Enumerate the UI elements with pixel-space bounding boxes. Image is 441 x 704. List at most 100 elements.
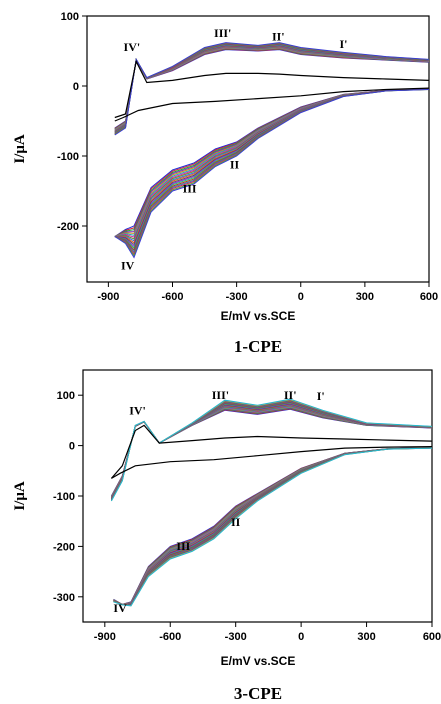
x-tick-label: 0 xyxy=(298,631,304,643)
cv-cycle-cathodic xyxy=(113,447,432,606)
cv-cycle-anodic xyxy=(114,43,429,135)
x-tick-label: -600 xyxy=(161,291,183,303)
x-tick-label: 300 xyxy=(356,291,374,303)
cv-cycle-anodic xyxy=(114,42,429,135)
peak-label: IV xyxy=(113,601,127,615)
cv-cycle-anodic xyxy=(110,403,432,499)
y-tick-label: 0 xyxy=(69,441,75,453)
cv-cycle-cathodic xyxy=(113,447,432,607)
cv-cycle-anodic xyxy=(114,48,429,130)
plot-frame xyxy=(86,15,430,283)
y-tick-label: -100 xyxy=(53,491,75,503)
chart-3-cpe: -900 -600 -300 0 300 600 100 0 -100 -200 -300 IV'… xyxy=(12,369,441,703)
x-axis: -900 -600 -300 0 300 600 xyxy=(94,622,441,643)
y-tick-label: 100 xyxy=(61,11,79,23)
cv-cycle-cathodic xyxy=(114,88,429,252)
cv-first-cycle xyxy=(110,424,432,479)
cv-cycle-anodic xyxy=(110,408,432,497)
peak-label: IV xyxy=(121,258,135,272)
cv-cycle-anodic xyxy=(110,406,432,498)
cv-cycle-anodic xyxy=(110,407,432,497)
cv-cycle-cathodic xyxy=(113,447,432,607)
cv-cycle-cathodic xyxy=(114,88,429,237)
x-tick-label: 600 xyxy=(423,631,441,643)
cv-cycle-cathodic xyxy=(113,447,432,606)
cv-cycle-cathodic xyxy=(113,447,432,605)
cv-cycle-anodic xyxy=(110,404,432,499)
cv-cycle-cathodic xyxy=(113,447,432,606)
x-tick-label: 600 xyxy=(420,291,438,303)
peak-label: III xyxy=(176,539,190,553)
cv-cycle-anodic xyxy=(110,408,432,497)
cv-cycle-cathodic xyxy=(114,89,429,259)
y-tick-label: -100 xyxy=(57,151,79,163)
y-tick-label: -300 xyxy=(53,592,75,604)
x-tick-label: -900 xyxy=(94,631,116,643)
peak-label: III' xyxy=(212,388,229,402)
x-tick-label: 300 xyxy=(357,631,375,643)
chart-caption: 3-CPE xyxy=(234,684,282,703)
cv-cycle-cathodic xyxy=(114,88,429,238)
cv-cycle-cathodic xyxy=(113,447,432,606)
y-tick-label: -200 xyxy=(53,541,75,553)
cv-cycle-cathodic xyxy=(114,88,429,237)
cv-cycle-cathodic xyxy=(114,88,429,250)
x-tick-label: 0 xyxy=(298,291,304,303)
y-axis-title: I/μA xyxy=(12,481,28,511)
x-tick-label: -600 xyxy=(159,631,181,643)
cv-cycle-cathodic xyxy=(114,88,429,242)
cv-cycle-cathodic xyxy=(114,88,429,240)
cv-cycle-cathodic xyxy=(113,447,432,606)
x-axis: -900 -600 -300 0 300 600 xyxy=(97,282,438,303)
peak-label: II xyxy=(230,158,240,172)
peak-label: I' xyxy=(317,389,325,403)
cv-cycle-cathodic xyxy=(113,447,432,606)
cv-first-cycle xyxy=(114,87,429,122)
cv-cycle-anodic xyxy=(110,405,432,499)
cv-cycle-anodic xyxy=(110,402,432,500)
cv-cycle-anodic xyxy=(114,48,429,129)
cv-cycle-cathodic xyxy=(114,88,429,237)
cv-cycle-cathodic xyxy=(113,447,432,605)
cv-cycle-cathodic xyxy=(114,88,429,244)
y-tick-label: 100 xyxy=(57,390,75,402)
cv-cycle-anodic xyxy=(114,47,429,130)
cv-first-cycle xyxy=(114,59,429,119)
cv-cycle-cathodic xyxy=(114,88,429,253)
cv-cycle-anodic xyxy=(110,403,432,499)
y-axis: 100 0 -100 -200 xyxy=(57,11,87,233)
y-axis-title: I/μA xyxy=(12,134,28,164)
cv-cycle-cathodic xyxy=(114,89,429,257)
series-lines xyxy=(110,398,432,607)
chart-1-cpe: -900 -600 -300 0 300 600 100 0 -100 -200 IV' III'… xyxy=(12,11,438,356)
y-axis: 100 0 -100 -200 -300 xyxy=(53,390,83,604)
peak-label: IV' xyxy=(124,40,141,54)
x-tick-label: -300 xyxy=(226,291,248,303)
cv-first-cycle xyxy=(111,446,432,479)
cv-cycle-anodic xyxy=(110,406,432,498)
cv-cycle-cathodic xyxy=(113,447,432,606)
cv-cycle-cathodic xyxy=(114,88,429,237)
cv-cycle-cathodic xyxy=(114,88,429,255)
cv-cycle-cathodic xyxy=(113,447,432,606)
cv-cycle-cathodic xyxy=(114,88,429,237)
cv-cycle-cathodic xyxy=(114,88,429,246)
y-tick-label: -200 xyxy=(57,221,79,233)
series-lines xyxy=(114,42,429,259)
cv-cycle-anodic xyxy=(114,49,429,129)
peak-label: II' xyxy=(284,388,297,402)
cv-cycle-anodic xyxy=(110,407,432,498)
x-axis-title: E/mV vs.SCE xyxy=(221,309,296,323)
x-tick-label: -900 xyxy=(97,291,119,303)
cv-cycle-cathodic xyxy=(113,447,432,605)
cv-cycle-cathodic xyxy=(114,88,429,248)
x-tick-label: -300 xyxy=(225,631,247,643)
peak-label: II' xyxy=(272,30,285,44)
peak-label: III' xyxy=(214,26,231,40)
cv-cycle-cathodic xyxy=(114,88,429,237)
cv-cycle-anodic xyxy=(114,42,429,136)
cv-cycle-anodic xyxy=(110,405,432,498)
